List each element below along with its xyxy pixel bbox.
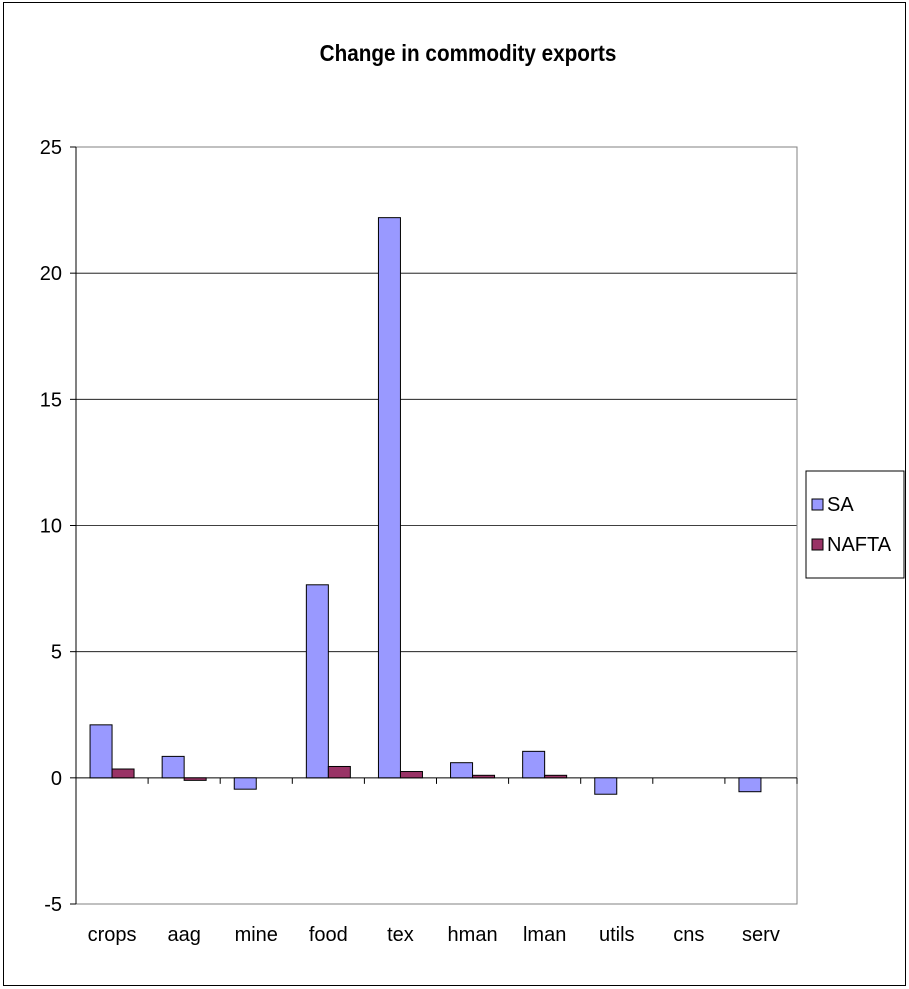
- y-tick-label: 20: [40, 263, 62, 285]
- chart-frame: [3, 2, 906, 986]
- gridlines: [76, 272, 797, 653]
- x-tick-labels: crops aag mine food tex hman lman utils cns serv: [88, 924, 780, 946]
- bar-nafta-aag: [183, 777, 207, 781]
- axes: [70, 146, 798, 905]
- bar-sa-food: [305, 584, 329, 779]
- x-tick-label: aag: [167, 924, 200, 946]
- bar-sa-aag: [161, 755, 185, 779]
- bar-nafta-food: [327, 765, 351, 779]
- legend-box: [805, 470, 905, 579]
- bar-sa-tex: [377, 217, 401, 779]
- y-tick-label: 5: [51, 642, 62, 664]
- x-tick-label: cns: [673, 924, 704, 946]
- bar-sa-crops: [89, 724, 113, 779]
- y-tick-label: 25: [40, 137, 62, 159]
- x-tick-label: tex: [387, 924, 414, 946]
- y-tick-label: 15: [40, 389, 62, 411]
- bar-nafta-crops: [111, 768, 135, 779]
- x-tick-label: hman: [448, 924, 498, 946]
- y-tick-labels: 25 20 15 10 5 0 -5: [40, 137, 62, 916]
- bar-sa-serv: [738, 777, 762, 793]
- y-tick-label: 10: [40, 516, 62, 538]
- legend-swatch-nafta: [811, 538, 824, 551]
- bar-nafta-lman: [544, 774, 568, 779]
- legend-swatch-sa: [811, 498, 824, 511]
- x-tick-label: lman: [523, 924, 566, 946]
- bar-nafta-hman: [472, 774, 496, 779]
- y-tick-label: 0: [51, 768, 62, 790]
- legend: SA NAFTA: [805, 470, 905, 579]
- x-tick-label: crops: [88, 924, 137, 946]
- bars: [89, 217, 762, 795]
- bar-nafta-tex: [399, 771, 423, 779]
- bar-sa-lman: [522, 750, 546, 779]
- x-tick-label: utils: [599, 924, 635, 946]
- x-tick-label: mine: [235, 924, 278, 946]
- x-tick-label: food: [309, 924, 348, 946]
- bar-sa-mine: [233, 777, 257, 790]
- legend-label-sa: SA: [827, 494, 854, 516]
- y-tick-label: -5: [44, 894, 62, 916]
- chart-title: Change in commodity exports: [319, 40, 617, 66]
- x-tick-label: serv: [742, 924, 780, 946]
- bar-sa-utils: [594, 777, 618, 795]
- bar-sa-hman: [450, 762, 474, 779]
- legend-label-nafta: NAFTA: [827, 534, 892, 556]
